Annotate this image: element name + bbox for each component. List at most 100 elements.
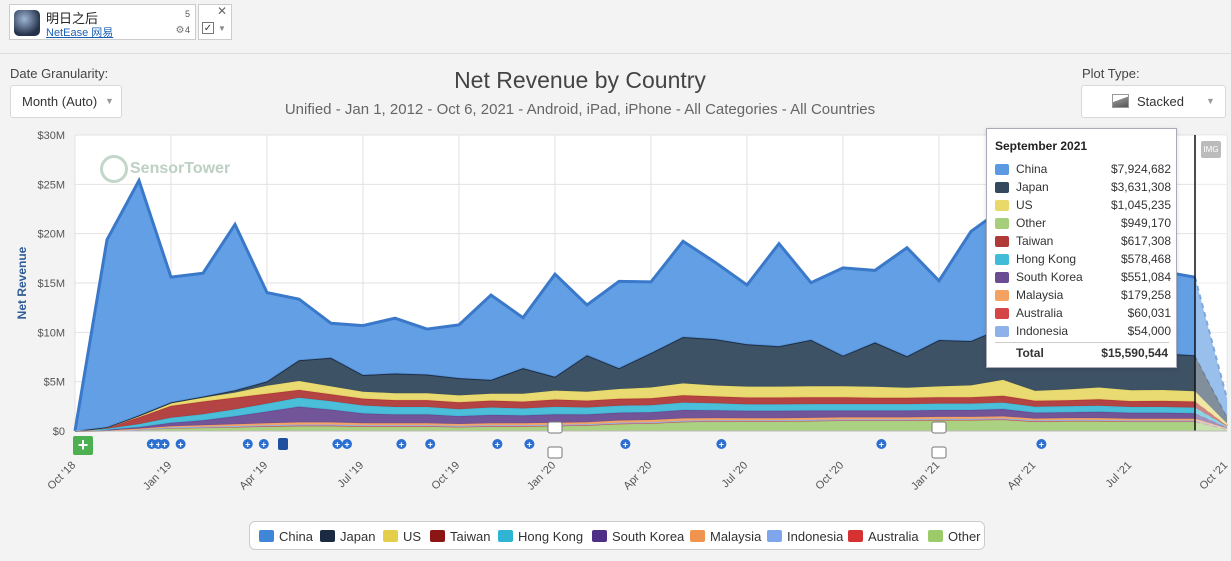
x-tick-label: Apr '19 [237,459,270,492]
app-publisher-link[interactable]: NetEase 网易 [46,27,114,39]
legend-item[interactable]: Malaysia [690,529,761,545]
release-note-icon [547,446,563,459]
tooltip-series-name: US [1016,198,1033,212]
legend-item[interactable]: China [259,529,313,545]
pinned-event-icon [278,438,288,450]
tooltip-series-name: Malaysia [1016,288,1064,302]
legend-item[interactable]: Other [928,529,981,545]
tooltip-series-name: Hong Kong [1016,252,1077,266]
legend-item[interactable]: Taiwan [430,529,490,545]
tooltip-row: Australia $60,031 [995,305,1171,323]
tooltip-series-value: $179,258 [1120,288,1171,302]
include-checkbox[interactable]: ✓ [202,22,214,34]
event-marker-icon: + [245,440,250,450]
tooltip-series-value: $949,170 [1120,216,1171,230]
event-marker [258,439,269,449]
chart-legend: China Japan US Taiwan Hong Kong South Korea Ma… [249,521,985,550]
area-series-south-korea [75,406,1227,431]
area-series-malaysia [75,416,1227,431]
legend-label: Hong Kong [518,529,584,544]
tooltip-total-label: Total [1016,346,1044,360]
incomplete-period-overlay [1195,135,1227,431]
tooltip-row: Taiwan $617,308 [995,233,1171,251]
x-tick-label: Apr '21 [1005,459,1038,492]
tooltip-swatch [995,164,1009,175]
chart-title: Net Revenue by Country [454,67,706,93]
legend-label: Taiwan [450,529,491,544]
legend-swatch [383,530,398,542]
tooltip-row: South Korea $551,084 [995,269,1171,287]
chart-subtitle: Unified - Jan 1, 2012 - Oct 6, 2021 - An… [284,101,876,118]
x-tick-label: Jul '21 [1104,459,1135,490]
tooltip-row: US $1,045,235 [995,197,1171,215]
tooltip-swatch [995,326,1009,337]
tooltip-swatch [995,272,1009,283]
legend-swatch [320,530,335,542]
legend-item[interactable]: Indonesia [767,529,843,545]
legend-swatch [259,530,274,542]
tooltip-total-value: $15,590,544 [1101,346,1168,360]
app-card[interactable]: 明日之后 NetEase 网易 5 ⚙4 [9,4,196,40]
event-marker [716,439,727,449]
x-tick-label: Jul '19 [336,459,367,490]
area-chart-icon [1112,94,1129,108]
tooltip-swatch [995,290,1009,301]
legend-item[interactable]: South Korea [592,529,684,545]
tooltip-series-name: South Korea [1016,270,1083,284]
x-tick-label: Oct '21 [1197,459,1230,492]
legend-swatch [928,530,943,542]
x-tick-label: Apr '20 [621,459,654,492]
event-marker [620,439,631,449]
tooltip-row: Malaysia $179,258 [995,287,1171,305]
y-tick-label: $30M [37,130,65,142]
add-annotation-button[interactable]: + [73,436,93,455]
legend-item[interactable]: Japan [320,529,375,545]
tooltip-title: September 2021 [995,139,1088,153]
tooltip-series-name: Japan [1016,180,1049,194]
event-marker-icon: + [527,440,532,450]
legend-item[interactable]: Australia [848,529,919,545]
tooltip-series-name: Other [1016,216,1047,230]
event-marker-icon: + [344,440,349,450]
plot-type-value: Stacked [1137,94,1184,109]
legend-swatch [430,530,445,542]
legend-swatch [690,530,705,542]
legend-item[interactable]: Hong Kong [498,529,583,545]
legend-swatch [592,530,607,542]
date-granularity-dropdown[interactable]: Month (Auto) ▼ [10,85,122,118]
y-tick-label: $20M [37,229,65,241]
app-icon [14,10,40,36]
event-marker-icon: + [719,440,724,450]
tooltip-series-name: Taiwan [1016,234,1054,248]
legend-label: Japan [340,529,376,544]
tooltip-series-value: $54,000 [1127,324,1171,338]
event-marker-icon: + [428,440,433,450]
x-tick-label: Jul '20 [720,459,751,490]
tooltip-separator [995,342,1169,343]
release-note-icon [547,421,563,434]
y-tick-label: $10M [37,327,65,339]
event-marker [159,439,170,449]
event-marker-icon: + [162,440,167,450]
plot-type-dropdown[interactable]: Stacked ▼ [1081,85,1226,118]
event-marker-icon: + [178,440,183,450]
x-tick-label: Oct '18 [45,459,78,492]
x-tick-label: Jan '19 [141,459,174,492]
legend-label: China [279,529,313,544]
legend-label: South Korea [612,529,685,544]
date-granularity-value: Month (Auto) [22,94,98,109]
event-marker [492,439,503,449]
chevron-down-icon[interactable]: ▼ [218,24,226,33]
legend-label: US [403,529,422,544]
event-marker-icon: + [623,440,628,450]
tooltip-series-value: $578,468 [1120,252,1171,266]
y-axis-title: Net Revenue [15,246,29,319]
tooltip-row: Japan $3,631,308 [995,179,1171,197]
event-marker [876,439,887,449]
tooltip-row: China $7,924,682 [995,161,1171,179]
event-marker-icon: + [399,440,404,450]
android-icon: ⚙ [175,25,185,36]
close-icon[interactable]: ✕ [216,4,227,18]
legend-item[interactable]: US [383,529,421,545]
export-image-button[interactable]: IMG [1201,141,1221,158]
